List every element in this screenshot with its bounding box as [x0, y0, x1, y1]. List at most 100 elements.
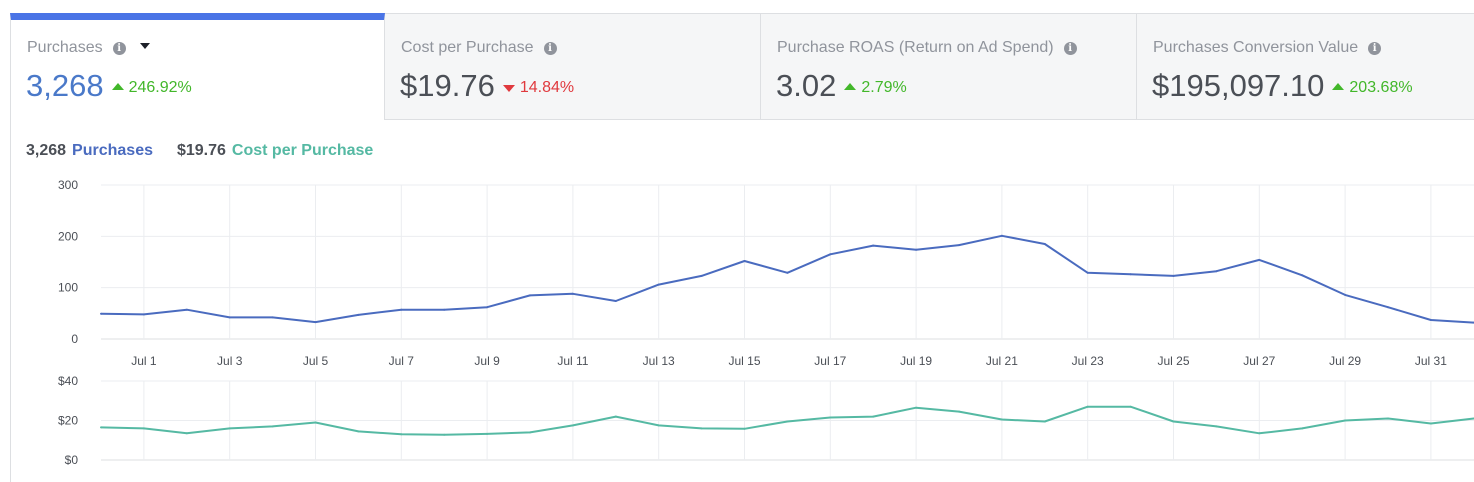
- data-point: [228, 316, 231, 319]
- caret-down-icon[interactable]: [139, 43, 150, 49]
- data-point: [571, 292, 574, 295]
- data-point: [743, 260, 746, 262]
- legend-purchases-value: 3,268: [26, 142, 67, 159]
- tab-value: $195,097.10 203.68%: [1152, 68, 1413, 103]
- tab-purchases[interactable]: Purchases i 3,268 246.92%: [10, 13, 385, 120]
- data-point: [958, 244, 960, 247]
- tab-label: Cost per Purchase i: [401, 39, 557, 57]
- tab-purchase-roas[interactable]: Purchase ROAS (Return on Ad Spend) i 3.02…: [761, 13, 1137, 120]
- arrow-up-icon: [111, 83, 124, 90]
- tab-conversion-value[interactable]: Purchases Conversion Value i $195,097.10 2…: [1137, 13, 1474, 120]
- data-point: [743, 427, 746, 430]
- y-tick-label: $20: [58, 414, 78, 428]
- info-icon[interactable]: i: [543, 42, 557, 55]
- metric-tabs: Purchases i 3,268 246.92% Cost per Purchas…: [10, 13, 1474, 120]
- tab-cost-per-purchase[interactable]: Cost per Purchase i $19.76 14.84%: [385, 13, 761, 120]
- arrow-up-icon: [844, 83, 857, 90]
- data-point: [1000, 234, 1003, 237]
- y-tick-label: 0: [71, 332, 78, 346]
- x-tick-label: Jul 1: [131, 354, 157, 368]
- tab-change: 203.68%: [1332, 79, 1413, 96]
- data-point: [1129, 273, 1132, 276]
- data-point: [100, 312, 102, 315]
- arrow-down-icon: [502, 85, 515, 92]
- data-point: [829, 416, 832, 419]
- info-icon[interactable]: i: [112, 42, 126, 55]
- data-point: [700, 427, 703, 430]
- x-tick-label: Jul 31: [1415, 354, 1447, 368]
- x-tick-label: Jul 13: [643, 354, 675, 368]
- legend-cost-label[interactable]: Cost per Purchase: [231, 142, 374, 159]
- data-point: [1344, 419, 1347, 422]
- data-point: [271, 425, 274, 428]
- data-point: [786, 420, 789, 423]
- data-point: [142, 313, 145, 316]
- data-point: [958, 410, 960, 413]
- x-tick-label: Jul 9: [474, 354, 500, 368]
- x-tick-label: Jul 7: [389, 354, 415, 368]
- info-icon[interactable]: i: [1063, 42, 1077, 55]
- data-point: [185, 432, 188, 435]
- data-point: [1258, 258, 1261, 261]
- legend-purchases-label[interactable]: Purchases: [72, 142, 153, 159]
- data-point: [1086, 405, 1089, 408]
- data-point: [1215, 270, 1218, 273]
- x-tick-label: Jul 3: [217, 354, 243, 368]
- info-icon[interactable]: i: [1368, 42, 1382, 55]
- data-point: [614, 415, 617, 418]
- tab-value: 3,268 246.92%: [26, 68, 192, 103]
- y-tick-label: $0: [65, 453, 79, 467]
- data-point: [529, 431, 531, 434]
- data-point: [872, 244, 875, 247]
- x-tick-label: Jul 17: [814, 354, 846, 368]
- tab-label: Purchases i: [27, 39, 150, 57]
- data-point: [314, 321, 317, 324]
- y-tick-label: 100: [58, 281, 78, 295]
- data-point: [614, 300, 617, 302]
- data-point: [443, 308, 446, 311]
- data-point: [1387, 306, 1389, 309]
- data-point: [314, 421, 317, 424]
- data-point: [486, 306, 489, 309]
- data-point: [1043, 420, 1046, 423]
- x-tick-label: Jul 11: [557, 354, 588, 368]
- data-point: [1172, 274, 1175, 277]
- data-point: [142, 427, 145, 430]
- tab-label: Purchase ROAS (Return on Ad Spend) i: [777, 39, 1077, 57]
- data-point: [357, 313, 360, 316]
- x-tick-label: Jul 19: [900, 354, 932, 368]
- data-point: [657, 424, 660, 427]
- data-point: [1043, 243, 1046, 245]
- data-point: [571, 424, 574, 427]
- data-point: [1086, 271, 1089, 274]
- y-tick-label: 200: [58, 229, 78, 243]
- tab-value: $19.76 14.84%: [400, 68, 575, 103]
- tab-change: 2.79%: [844, 79, 907, 96]
- x-tick-label: Jul 23: [1072, 354, 1104, 368]
- data-point: [915, 248, 918, 251]
- data-point: [700, 274, 703, 277]
- tab-label: Purchases Conversion Value i: [1153, 39, 1382, 57]
- data-point: [872, 415, 875, 418]
- data-point: [400, 433, 403, 436]
- data-point: [1129, 405, 1132, 408]
- y-tick-label: 300: [58, 178, 78, 192]
- data-point: [1429, 319, 1432, 321]
- data-point: [228, 427, 231, 430]
- data-point: [786, 271, 789, 274]
- data-point: [829, 253, 832, 256]
- data-point: [185, 308, 188, 311]
- data-point: [657, 283, 660, 286]
- x-tick-label: Jul 25: [1157, 354, 1189, 368]
- legend-cost-value: $19.76: [176, 142, 226, 159]
- data-point: [486, 432, 489, 435]
- data-point: [1258, 432, 1261, 435]
- tab-change: 14.84%: [502, 79, 574, 96]
- data-point: [400, 308, 403, 311]
- data-point: [1301, 427, 1304, 430]
- data-point: [1344, 293, 1347, 296]
- series-line: [100, 234, 1474, 324]
- data-point: [1000, 418, 1003, 421]
- y-tick-label: $40: [58, 374, 78, 388]
